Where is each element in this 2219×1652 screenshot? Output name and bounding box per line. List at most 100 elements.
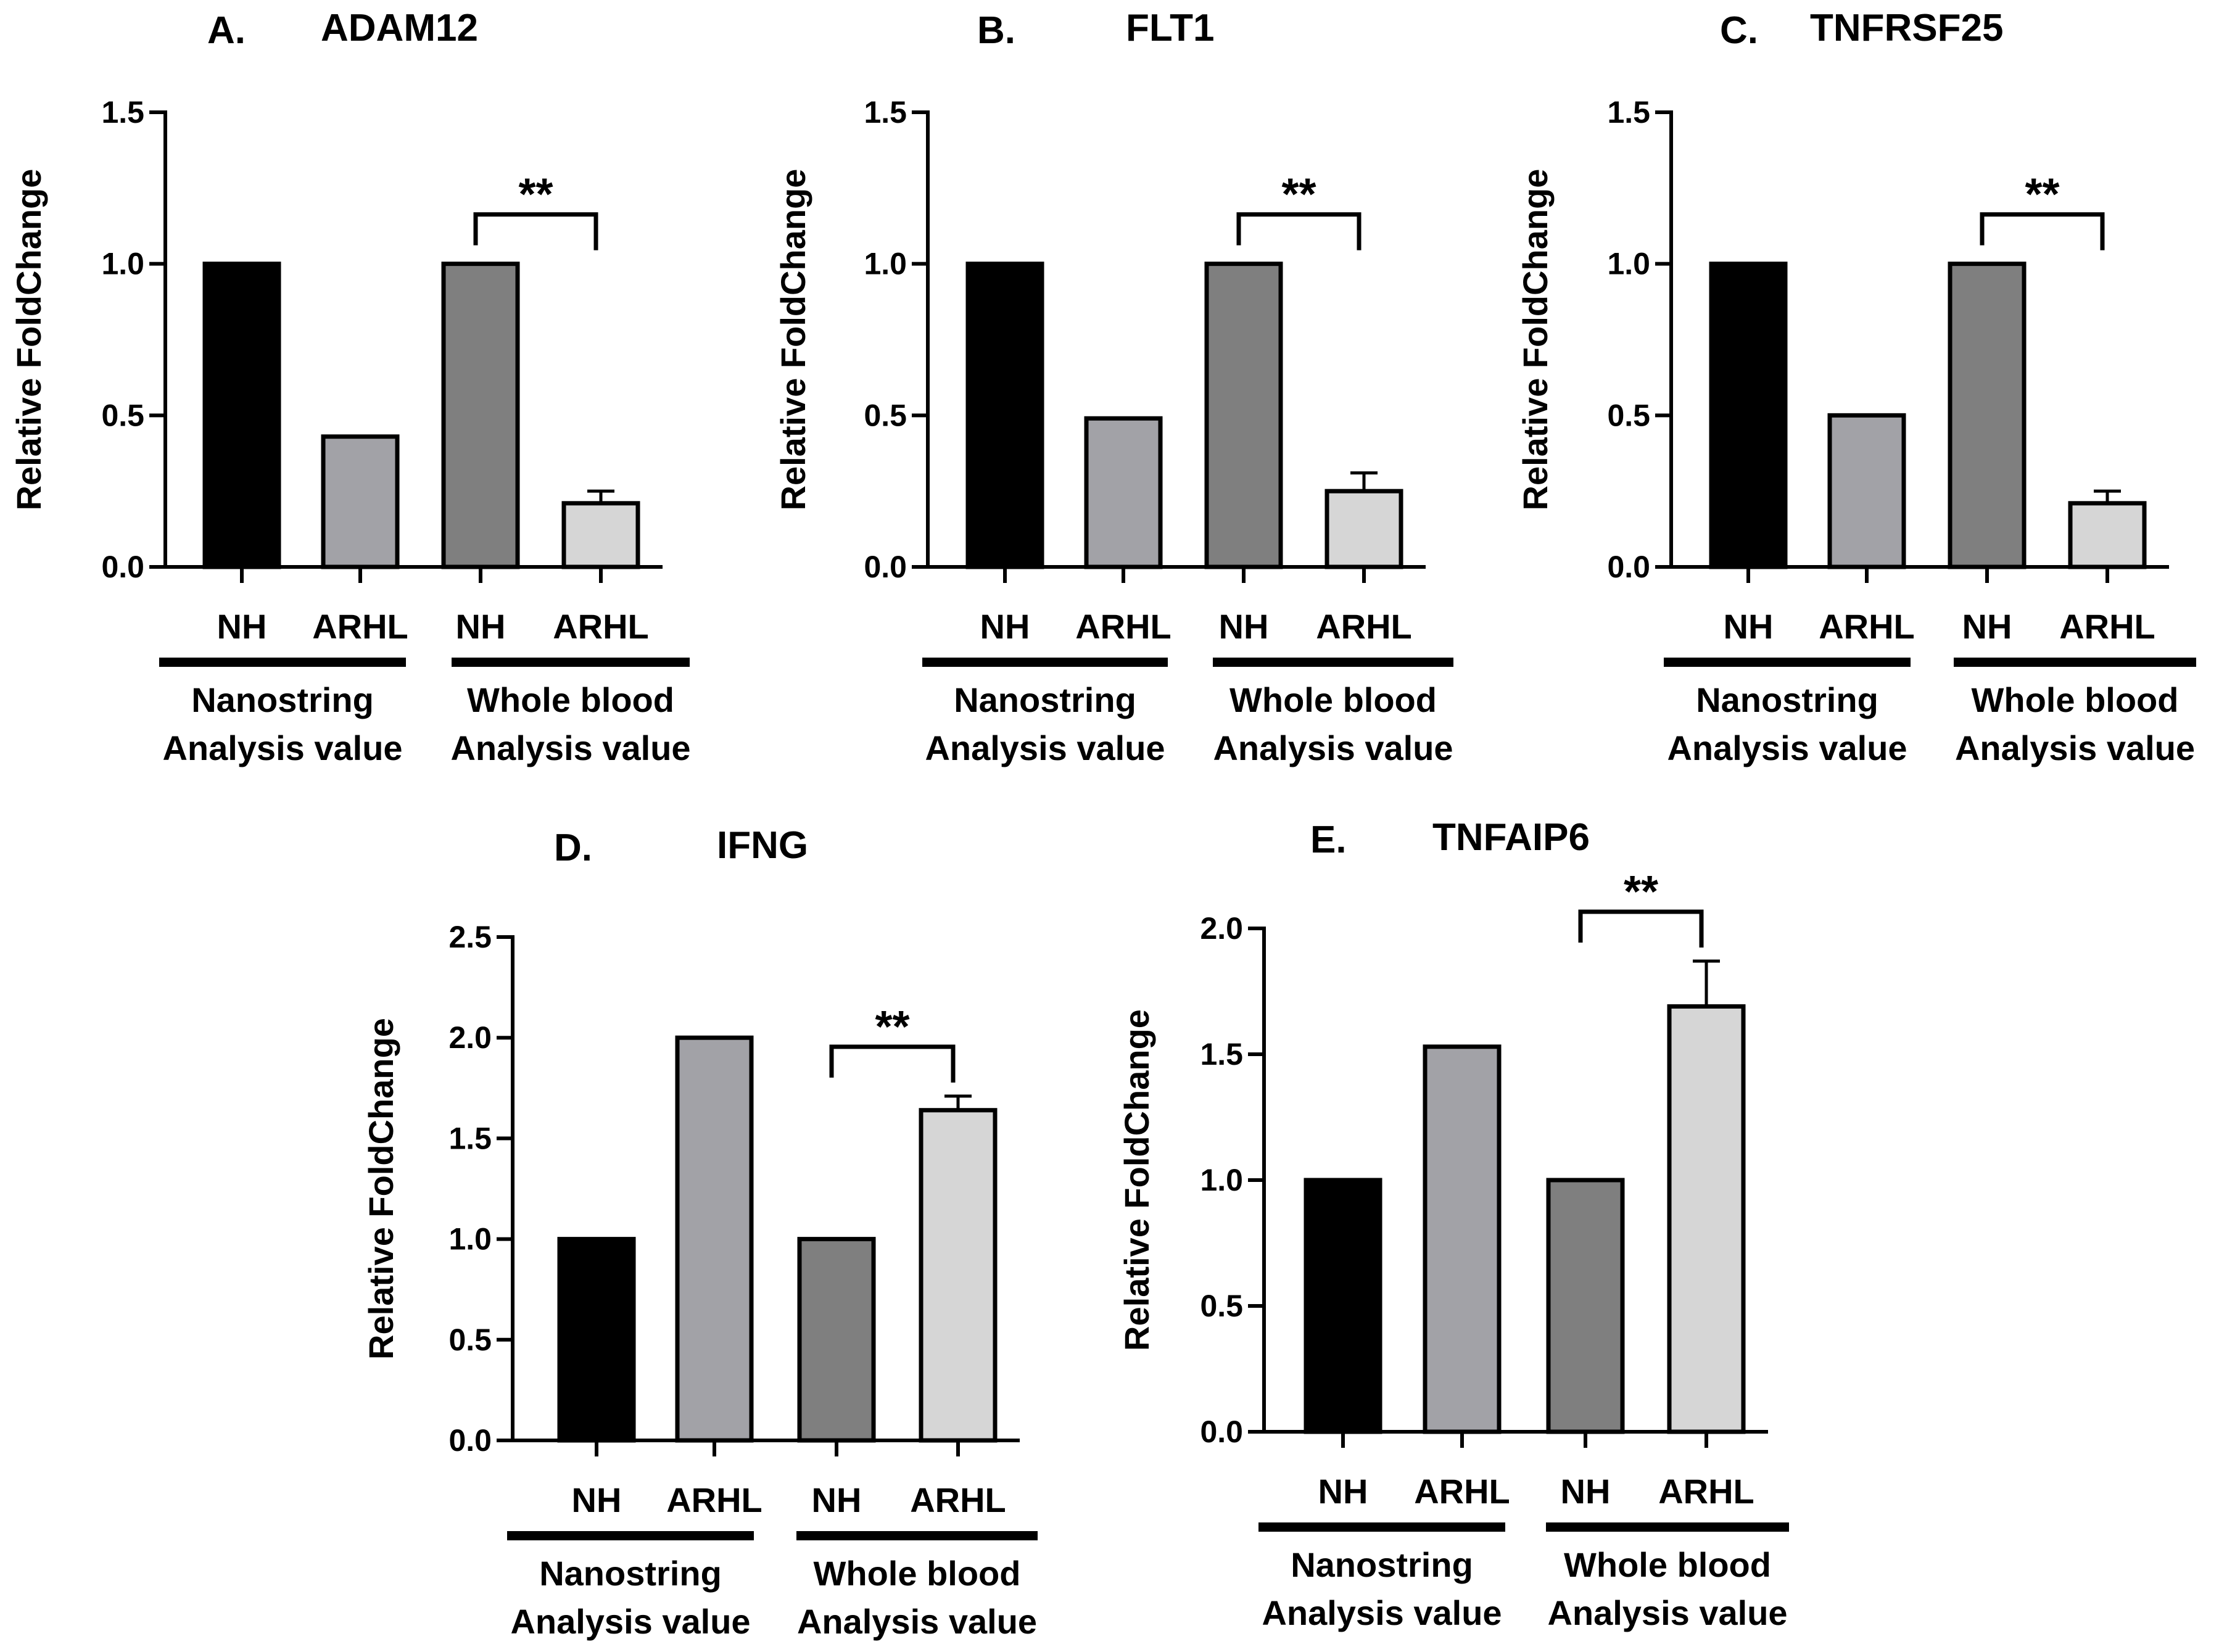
- significance-label: **: [518, 170, 553, 220]
- category-label: NH: [456, 607, 506, 646]
- chart-title: IFNG: [717, 824, 808, 867]
- significance-label: **: [2025, 170, 2059, 220]
- y-tick-label: 1.5: [448, 1121, 492, 1155]
- group-label-line1: Nanostring: [539, 1554, 722, 1593]
- y-tick-label: 0.0: [1200, 1415, 1243, 1449]
- category-label: ARHL: [553, 607, 649, 646]
- bar: [561, 501, 640, 569]
- y-tick-label: 2.0: [448, 1020, 492, 1055]
- panel-label: B.: [977, 9, 1015, 52]
- group-label-line2: Analysis value: [1547, 1593, 1787, 1632]
- y-axis-label: Relative FoldChange: [1516, 169, 1555, 511]
- bar: [1827, 413, 1906, 569]
- category-label: NH: [572, 1481, 622, 1519]
- y-tick-label: 0.0: [864, 550, 907, 584]
- chart-title: TNFAIP6: [1432, 816, 1590, 859]
- bar: [1204, 262, 1283, 569]
- y-tick-label: 0.5: [448, 1323, 492, 1357]
- bar: [1423, 1044, 1502, 1434]
- group-label-line1: Whole blood: [1229, 680, 1437, 719]
- bar: [919, 1108, 998, 1443]
- group-label-line2: Analysis value: [510, 1602, 750, 1641]
- bar: [1324, 489, 1403, 569]
- y-tick-label: 0.5: [101, 398, 144, 432]
- bar: [557, 1237, 636, 1443]
- y-tick-label: 0.0: [448, 1423, 492, 1458]
- y-tick-label: 0.0: [1607, 550, 1650, 584]
- bar: [321, 434, 400, 569]
- group-bar: [922, 658, 1168, 667]
- group-bar: [507, 1531, 754, 1540]
- category-label: ARHL: [2059, 607, 2155, 646]
- bar: [441, 262, 520, 569]
- y-tick-label: 1.0: [1200, 1163, 1243, 1197]
- category-label: ARHL: [1414, 1472, 1510, 1511]
- significance-label: **: [1624, 867, 1658, 917]
- panel-label: E.: [1310, 819, 1347, 861]
- category-label: NH: [980, 607, 1030, 646]
- category-label: NH: [217, 607, 267, 646]
- bar: [675, 1035, 754, 1443]
- bar: [1546, 1178, 1625, 1434]
- y-tick-label: 2.0: [1200, 911, 1243, 946]
- chart-title: ADAM12: [321, 7, 478, 49]
- significance-bracket: [1236, 212, 1362, 250]
- group-label-line2: Analysis value: [1955, 729, 2195, 767]
- chart-title: FLT1: [1126, 7, 1215, 49]
- group-label-line2: Analysis value: [162, 729, 402, 767]
- significance-bracket: [1578, 909, 1704, 948]
- group-label-line2: Analysis value: [1213, 729, 1453, 767]
- category-label: ARHL: [1658, 1472, 1754, 1511]
- y-axis-label: Relative FoldChange: [9, 169, 48, 511]
- category-label: NH: [1561, 1472, 1611, 1511]
- group-bar: [452, 658, 690, 667]
- group-label-line2: Analysis value: [925, 729, 1165, 767]
- bar: [965, 262, 1044, 569]
- group-label-line2: Analysis value: [1262, 1593, 1502, 1632]
- chart-title: TNFRSF25: [1810, 7, 2003, 49]
- category-label: NH: [1318, 1472, 1368, 1511]
- category-label: ARHL: [910, 1481, 1006, 1519]
- y-tick-label: 1.0: [448, 1222, 492, 1257]
- y-tick-label: 2.5: [448, 920, 492, 954]
- group-label-line1: Nanostring: [1291, 1545, 1473, 1584]
- y-tick-label: 1.5: [1200, 1037, 1243, 1072]
- bar: [1948, 262, 2027, 569]
- group-label-line1: Whole blood: [1564, 1545, 1771, 1584]
- bar: [1304, 1178, 1382, 1434]
- y-axis-label: Relative FoldChange: [362, 1018, 400, 1360]
- y-tick-label: 0.5: [1200, 1289, 1243, 1323]
- y-axis-label: Relative FoldChange: [774, 169, 812, 511]
- significance-bracket: [1980, 212, 2105, 250]
- category-label: ARHL: [1316, 607, 1412, 646]
- y-tick-label: 1.0: [864, 247, 907, 281]
- y-tick-label: 0.0: [101, 550, 144, 584]
- group-label-line2: Analysis value: [1667, 729, 1907, 767]
- category-label: NH: [1962, 607, 2012, 646]
- y-tick-label: 1.5: [864, 95, 907, 130]
- group-bar: [1664, 658, 1911, 667]
- y-tick-label: 1.0: [1607, 247, 1650, 281]
- category-label: ARHL: [666, 1481, 762, 1519]
- bar: [1709, 262, 1788, 569]
- bar: [1084, 416, 1163, 569]
- group-label-line1: Whole blood: [467, 680, 674, 719]
- y-tick-label: 1.0: [101, 247, 144, 281]
- y-axis-label: Relative FoldChange: [1117, 1009, 1156, 1351]
- category-label: ARHL: [1819, 607, 1915, 646]
- group-bar: [1213, 658, 1453, 667]
- category-label: NH: [1219, 607, 1269, 646]
- panel-label: A.: [207, 9, 246, 52]
- bar: [797, 1237, 876, 1443]
- category-label: NH: [812, 1481, 862, 1519]
- group-label-line1: Whole blood: [1972, 680, 2179, 719]
- y-tick-label: 0.5: [864, 398, 907, 432]
- y-tick-label: 1.5: [101, 95, 144, 130]
- significance-label: **: [875, 1002, 909, 1052]
- significance-label: **: [1281, 170, 1316, 220]
- group-label-line2: Analysis value: [450, 729, 690, 767]
- category-label: ARHL: [312, 607, 408, 646]
- group-bar: [1954, 658, 2196, 667]
- category-label: NH: [1724, 607, 1774, 646]
